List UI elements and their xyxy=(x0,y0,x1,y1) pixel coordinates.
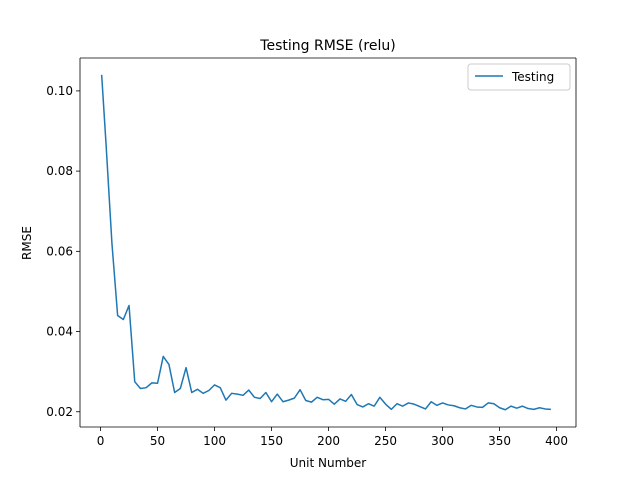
y-tick-label: 0.10 xyxy=(46,84,73,98)
x-tick-label: 100 xyxy=(203,434,226,448)
series-layer xyxy=(100,74,551,411)
x-tick-label: 0 xyxy=(97,434,105,448)
y-tick-label: 0.02 xyxy=(46,405,73,419)
x-tick-label: 250 xyxy=(374,434,397,448)
plot-area xyxy=(80,58,576,427)
x-axis-ticks: 0 50 100 150 200 250 300 350 400 xyxy=(97,427,568,448)
y-axis-ticks: 0.02 0.04 0.06 0.08 0.10 xyxy=(46,84,80,419)
x-tick-label: 350 xyxy=(488,434,511,448)
legend: Testing xyxy=(467,63,571,91)
y-tick-label: 0.08 xyxy=(46,164,73,178)
x-tick-label: 300 xyxy=(431,434,454,448)
chart-title: Testing RMSE (relu) xyxy=(259,38,395,54)
y-tick-label: 0.06 xyxy=(46,244,73,258)
legend-label-testing: Testing xyxy=(511,70,554,84)
y-tick-label: 0.04 xyxy=(46,325,73,339)
x-axis-label: Unit Number xyxy=(290,456,367,470)
axes-frame xyxy=(79,57,577,428)
x-tick-label: 200 xyxy=(317,434,340,448)
y-axis-label: RMSE xyxy=(20,226,34,260)
x-tick-label: 150 xyxy=(260,434,283,448)
legend-box xyxy=(467,63,571,91)
series-line-testing xyxy=(100,74,551,411)
x-tick-label: 50 xyxy=(150,434,165,448)
x-tick-label: 400 xyxy=(545,434,568,448)
